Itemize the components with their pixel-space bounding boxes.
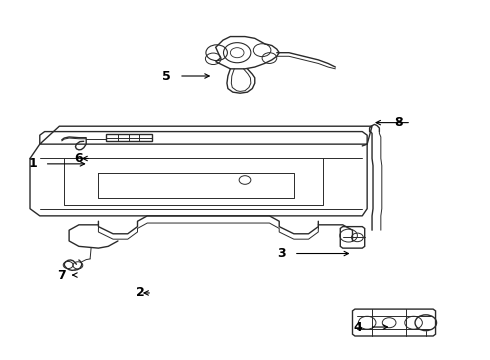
- Text: 4: 4: [353, 320, 362, 333]
- Text: 3: 3: [277, 247, 286, 260]
- Text: 8: 8: [394, 116, 403, 129]
- Text: 7: 7: [57, 269, 66, 282]
- Text: 5: 5: [163, 69, 171, 82]
- Text: 6: 6: [74, 152, 83, 165]
- Text: 2: 2: [136, 287, 145, 300]
- Text: 1: 1: [28, 157, 37, 170]
